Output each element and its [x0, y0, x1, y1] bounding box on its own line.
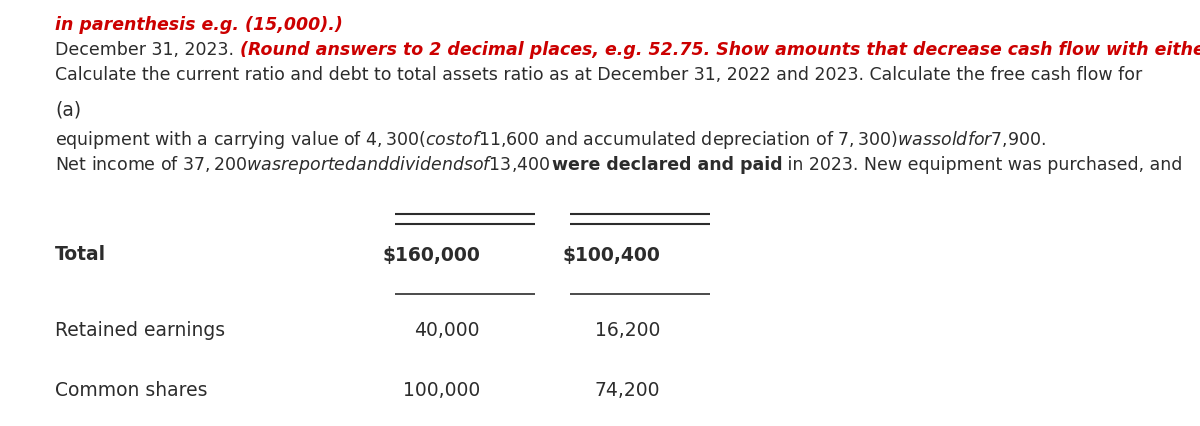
Text: Retained earnings: Retained earnings [55, 320, 226, 339]
Text: Common shares: Common shares [55, 380, 208, 399]
Text: December 31, 2023.: December 31, 2023. [55, 41, 240, 59]
Text: $160,000: $160,000 [382, 245, 480, 264]
Text: Calculate the current ratio and debt to total assets ratio as at December 31, 20: Calculate the current ratio and debt to … [55, 66, 1142, 84]
Text: in parenthesis e.g. (15,000).): in parenthesis e.g. (15,000).) [55, 16, 343, 34]
Text: (a): (a) [55, 100, 82, 119]
Text: in 2023. New equipment was purchased, and: in 2023. New equipment was purchased, an… [782, 155, 1183, 173]
Text: (Round answers to 2 decimal places, e.g. 52.75. Show amounts that decrease cash : (Round answers to 2 decimal places, e.g.… [240, 41, 1200, 59]
Text: equipment with a carrying value of $4,300 (cost of $11,600 and accumulated depre: equipment with a carrying value of $4,30… [55, 129, 1046, 151]
Text: $100,400: $100,400 [562, 245, 660, 264]
Text: 74,200: 74,200 [594, 380, 660, 399]
Text: Total: Total [55, 245, 106, 264]
Text: 40,000: 40,000 [414, 320, 480, 339]
Text: Net income of $37,200 was reported and dividends of $13,400: Net income of $37,200 was reported and d… [55, 154, 552, 176]
Text: 16,200: 16,200 [595, 320, 660, 339]
Text: were declared and paid: were declared and paid [552, 155, 782, 173]
Text: 100,000: 100,000 [403, 380, 480, 399]
